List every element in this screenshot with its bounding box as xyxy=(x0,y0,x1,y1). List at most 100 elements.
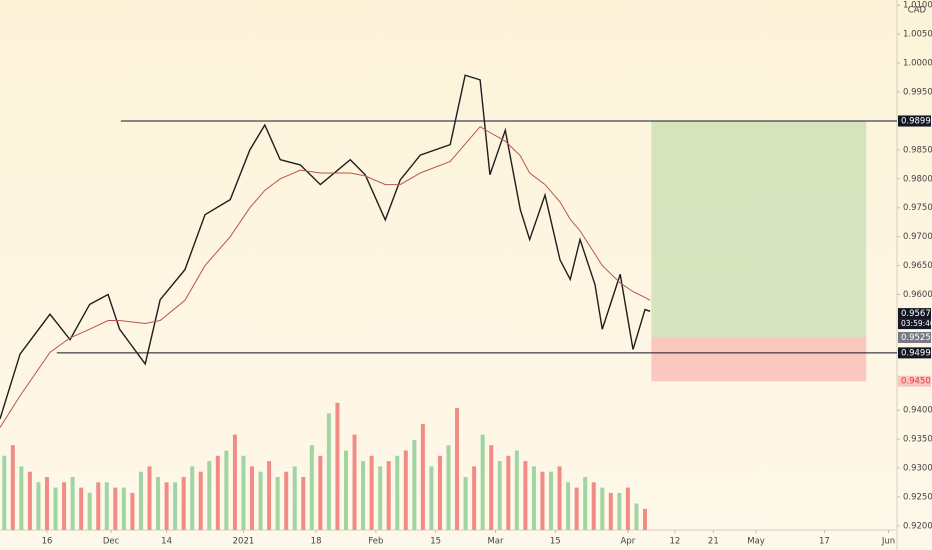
volume-bar xyxy=(96,482,101,530)
volume-bar xyxy=(275,477,280,530)
volume-bar xyxy=(480,434,485,530)
price-tag xyxy=(898,375,931,387)
price-tag-label: 0.94991 xyxy=(901,348,932,358)
volume-bar xyxy=(403,450,408,530)
y-tick-label: 0.92000 xyxy=(903,521,932,531)
x-tick-label: 15 xyxy=(550,537,561,547)
volume-bar xyxy=(583,477,588,530)
volume-bar xyxy=(70,477,75,530)
volume-bar xyxy=(318,455,323,530)
volume-bar xyxy=(27,471,32,530)
volume-bar xyxy=(343,450,348,530)
volume-bar xyxy=(429,466,434,530)
x-tick-label: 17 xyxy=(819,537,830,547)
volume-bar xyxy=(352,434,357,530)
volume-bar xyxy=(36,482,41,530)
volume-bar xyxy=(369,455,374,530)
price-tag xyxy=(898,308,931,320)
volume-bar xyxy=(87,492,92,530)
volume-bar xyxy=(19,466,24,530)
volume-bar xyxy=(326,413,331,530)
y-tick-label: 1.01000 xyxy=(903,1,932,11)
volume-bar xyxy=(164,482,169,530)
volume-bar xyxy=(292,466,297,530)
volume-bar xyxy=(574,487,579,530)
volume-bar xyxy=(412,439,417,530)
volume-bar xyxy=(241,455,246,530)
profit-zone xyxy=(651,120,867,338)
volume-bar xyxy=(156,477,161,530)
x-tick-label: Feb xyxy=(368,537,383,547)
volume-bar xyxy=(190,466,195,530)
price-tag-label: 0.95257 xyxy=(901,333,932,343)
volume-bar xyxy=(506,455,511,530)
volume-bar xyxy=(472,466,477,530)
x-tick-label: 15 xyxy=(430,537,441,547)
price-line xyxy=(0,74,651,420)
x-tick-label: 12 xyxy=(669,537,680,547)
volume-bar xyxy=(215,455,220,530)
moving-average xyxy=(0,126,651,428)
price-tag xyxy=(898,331,931,343)
volume-bar xyxy=(386,461,391,530)
volume-bar xyxy=(2,455,7,530)
volume-bar xyxy=(232,434,237,530)
x-tick-label: 16 xyxy=(42,537,53,547)
volume-bar xyxy=(224,450,229,530)
price-tag xyxy=(898,115,931,127)
volume-bar xyxy=(335,402,340,530)
y-tick-label: 1.00500 xyxy=(903,30,932,40)
volume-bar xyxy=(395,455,400,530)
volume-bar xyxy=(642,508,647,530)
stop-zone xyxy=(651,337,867,382)
volume-bar xyxy=(258,471,263,530)
volume-bar xyxy=(608,492,613,530)
volume-bar xyxy=(420,424,425,530)
countdown-tag xyxy=(898,319,931,330)
volume-bar xyxy=(284,471,289,530)
volume-bar xyxy=(361,461,366,530)
volume-bar xyxy=(514,450,519,530)
volume-bar xyxy=(10,445,15,530)
volume-bar xyxy=(617,492,622,530)
volume-bar xyxy=(437,455,442,530)
volume-bar xyxy=(62,482,67,530)
volume-bar xyxy=(566,482,571,530)
volume-bar xyxy=(531,466,536,530)
volume-bar xyxy=(455,408,460,530)
volume-bar xyxy=(591,482,596,530)
volume-bar xyxy=(207,461,212,530)
volume-bar xyxy=(557,466,562,530)
volume-bar xyxy=(540,471,545,530)
volume-bar xyxy=(104,482,109,530)
volume-bar xyxy=(147,466,152,530)
x-tick-label: Jun xyxy=(881,537,895,547)
volume-bar xyxy=(138,471,143,530)
volume-bar xyxy=(53,487,58,530)
x-tick-label: 21 xyxy=(708,537,719,547)
price-tag-label: 0.98998 xyxy=(901,117,932,127)
volume-bar xyxy=(309,445,314,530)
volume-bar xyxy=(523,461,528,530)
price-tag xyxy=(898,347,931,359)
x-tick-label: 2021 xyxy=(233,537,255,547)
x-tick-label: 18 xyxy=(311,537,322,547)
volume-bar xyxy=(198,471,203,530)
volume-bar xyxy=(634,503,639,530)
volume-bar xyxy=(121,487,126,530)
